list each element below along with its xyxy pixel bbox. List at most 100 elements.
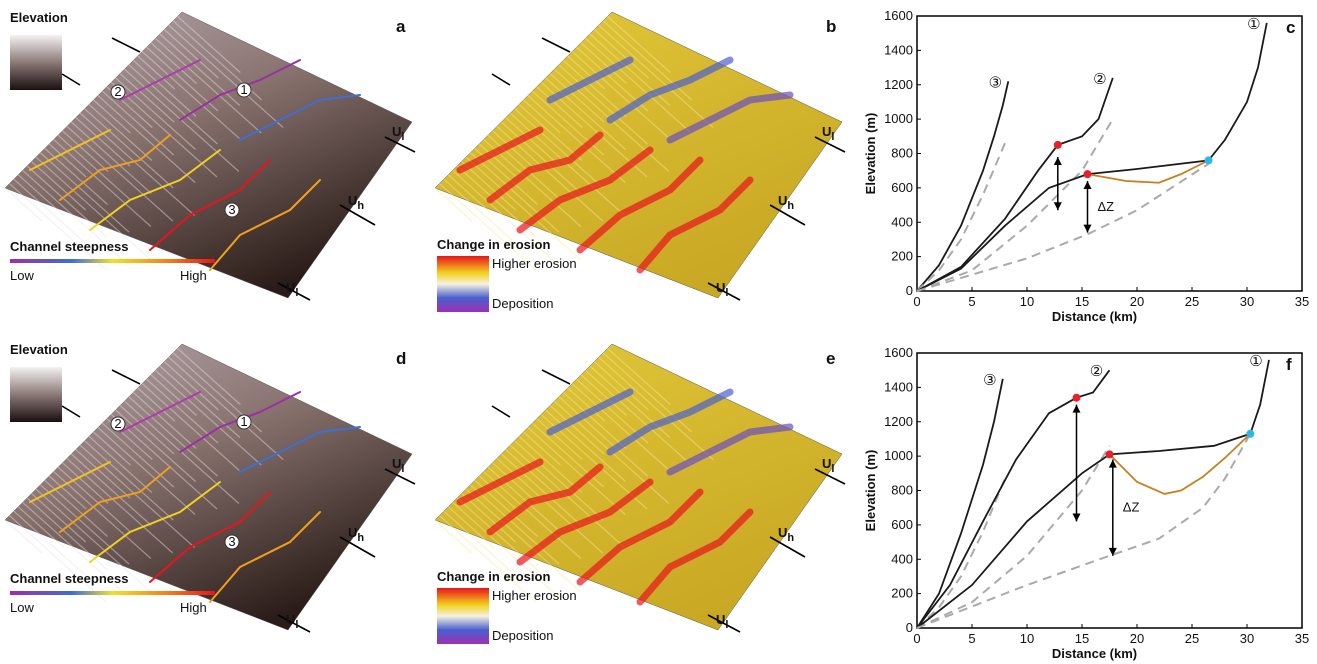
knickpoint [1072, 393, 1081, 402]
terrain-ridge [62, 462, 109, 504]
channel [59, 466, 171, 533]
terrain-ridge [580, 42, 627, 84]
curve-label: ① [1249, 352, 1262, 370]
channel [486, 131, 604, 204]
site-marker [110, 84, 126, 100]
channel [576, 488, 704, 586]
fault-sub: l [295, 287, 298, 299]
fault-line [769, 536, 806, 558]
terrain-ridge [585, 369, 692, 466]
fault-line [111, 369, 141, 385]
channel [149, 491, 271, 583]
arrow-head [1053, 156, 1062, 165]
channel [516, 146, 654, 234]
scale-low: Low [10, 268, 34, 283]
fault-line [814, 468, 846, 485]
y-tick-label: 200 [891, 586, 913, 601]
fault-sub: h [357, 532, 364, 544]
terrain-ridge [128, 396, 218, 477]
site-label: 2 [114, 416, 121, 431]
arrow-head [1072, 513, 1081, 522]
fault-main: U [286, 612, 295, 627]
x-tick-label: 35 [1295, 631, 1309, 646]
x-tick-label: 15 [1075, 631, 1089, 646]
terrain-ridge [17, 174, 65, 216]
terrain-ridge [141, 51, 240, 139]
curve-label: ② [1093, 70, 1106, 88]
terrain-ridge [447, 506, 495, 548]
channel [29, 461, 111, 503]
fault-main: U [822, 456, 831, 471]
fault-line [814, 136, 846, 153]
terrain-ridge [57, 134, 130, 200]
terrain-ridge [514, 108, 604, 189]
terrain-ridge [79, 112, 196, 216]
site-label: 1 [240, 414, 247, 429]
fault-sub: l [401, 131, 404, 143]
terrain-ridge [478, 143, 517, 178]
terrain-ridge [124, 68, 240, 172]
panel-letter: d [396, 349, 406, 368]
panel-letter: a [396, 17, 406, 36]
terrain-ridge [31, 161, 87, 211]
terrain-ridge [53, 471, 152, 559]
y-tick-label: 1200 [884, 414, 913, 429]
curve-label: ① [1247, 15, 1260, 33]
fault-label: Uh [348, 193, 364, 212]
scale-low: Low [10, 600, 34, 615]
terrain-ridge [500, 121, 582, 194]
delta-z-label: ΔZ [1098, 199, 1115, 214]
fault-line [707, 614, 741, 633]
fault-sub: h [357, 200, 364, 212]
terrain-surface [4, 11, 413, 299]
terrain-ridge [17, 506, 65, 548]
y-tick-label: 600 [891, 517, 913, 532]
channel [486, 463, 604, 536]
terrain-ridge [567, 55, 606, 90]
terrain-ridge [9, 183, 107, 271]
terrain-ridge [79, 444, 196, 548]
terrain-ridge [26, 497, 108, 570]
panel-letter: b [826, 17, 836, 36]
terrain-ridge [97, 95, 196, 183]
channel [546, 56, 634, 104]
terrain-ridge [177, 15, 241, 73]
x-tick-label: 0 [913, 631, 920, 646]
terrain-ridge [607, 15, 671, 73]
terrain-ridge [84, 108, 174, 189]
fault-line [707, 282, 741, 301]
fault-label: Ul [286, 612, 298, 631]
terrain-ridge [48, 475, 87, 510]
terrain-ridge [483, 471, 582, 559]
terrain-ridge [514, 440, 604, 521]
knickpoint [1246, 429, 1255, 438]
fault-sub: l [295, 619, 298, 631]
terrain-ridge [505, 117, 561, 167]
x-axis-label: Distance (km) [1052, 646, 1137, 661]
terrain-ridge [163, 29, 219, 79]
terrain-ridge [26, 165, 108, 238]
terrain-ridge [155, 37, 262, 134]
channel [29, 129, 111, 171]
channel [119, 59, 201, 101]
channel [636, 176, 754, 274]
terrain-ridge [593, 361, 649, 411]
fault-line [277, 614, 311, 633]
y-tick-label: 1200 [884, 77, 913, 92]
y-tick-label: 1600 [884, 8, 913, 23]
terrain-ridge [4, 187, 43, 222]
channel [606, 388, 734, 456]
terrain-ridge [119, 73, 175, 123]
knickpoint [1083, 170, 1092, 179]
terrain-ridge [40, 484, 130, 565]
terrain-ridge [443, 510, 516, 576]
profile-line [1108, 433, 1251, 495]
channel [149, 159, 271, 251]
fault-line [769, 204, 806, 226]
fault-line [491, 73, 511, 86]
terrain-ridge [562, 391, 627, 449]
channel [209, 179, 321, 271]
channel [666, 91, 794, 144]
